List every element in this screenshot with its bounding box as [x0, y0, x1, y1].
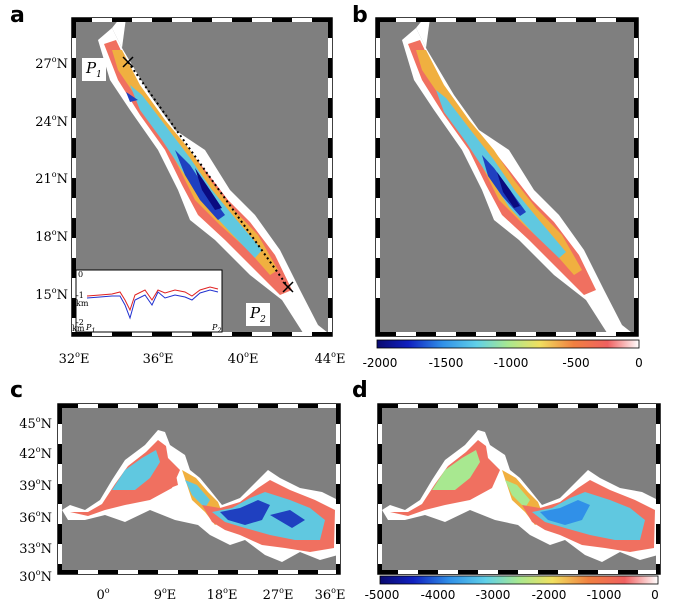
inset-bottom-left: km: [72, 324, 85, 333]
panel-label-a: a: [10, 3, 25, 28]
lon-tick-a-40: 40oE: [227, 350, 259, 367]
panel-b-map: [375, 17, 640, 349]
panel-d-map: [377, 403, 661, 585]
cb-red-sea-tick-0: -2000: [362, 356, 398, 370]
cb-red-sea-tick-3: -500: [562, 356, 590, 370]
depth-profile-inset: [75, 269, 223, 333]
point-p1-label: P1: [82, 58, 106, 81]
lon-tick-a-32: 32oE: [58, 350, 90, 367]
inset-yunit: km: [76, 299, 89, 308]
inset-ytick-0: 0: [78, 270, 84, 279]
cb-red-sea-tick-4: 0: [635, 356, 643, 370]
lat-tick-a-24: 24oN: [35, 113, 68, 130]
inset-ytick-2: -2: [76, 318, 84, 327]
lon-tick-c-18: 18oE: [206, 586, 238, 603]
lat-tick-a-18: 18oN: [35, 228, 68, 245]
lon-tick-c-9: 9oE: [153, 586, 177, 603]
lat-tick-c-30: 30oN: [19, 568, 52, 585]
cb-red-sea-tick-1: -1500: [428, 356, 464, 370]
inset-xstart: P1: [86, 323, 96, 335]
lat-tick-c-39: 39oN: [19, 477, 52, 494]
point-p1-marker: [122, 56, 134, 68]
cb-red-sea-tick-2: -1000: [493, 356, 529, 370]
point-p2-label: P2: [246, 303, 270, 326]
lon-tick-a-44: 44oE: [314, 350, 346, 367]
colorbar-mediterranean: [379, 575, 659, 585]
lat-tick-c-42: 42oN: [19, 445, 52, 462]
lat-tick-a-15: 15oN: [35, 286, 68, 303]
panel-a-map: [71, 17, 333, 337]
inset-xend: P2: [212, 323, 222, 335]
cb-med-tick-3: -2000: [531, 588, 567, 602]
cb-med-tick-4: -1000: [586, 588, 622, 602]
inset-ytick-1: -1: [76, 291, 84, 300]
cb-med-tick-0: -5000: [364, 588, 400, 602]
cb-med-tick-2: -3000: [475, 588, 511, 602]
lat-tick-a-21: 21oN: [35, 170, 68, 187]
lon-tick-c-0: 0o: [96, 586, 110, 603]
lon-tick-c-27: 27oE: [262, 586, 294, 603]
colorbar-red-sea: [376, 339, 640, 349]
lat-tick-c-45: 45oN: [19, 415, 52, 432]
lat-tick-c-36: 36oN: [19, 509, 52, 526]
lat-tick-c-33: 33oN: [19, 540, 52, 557]
lon-tick-c-36: 36oE: [314, 586, 346, 603]
cb-med-tick-5: 0: [651, 588, 659, 602]
lat-tick-a-27: 27oN: [35, 55, 68, 72]
panel-label-d: d: [352, 378, 368, 403]
panel-label-c: c: [10, 378, 24, 403]
point-p2-marker: [282, 281, 294, 293]
transect-line: [127, 61, 289, 288]
lon-tick-a-36: 36oE: [142, 350, 174, 367]
panel-c-map: [57, 403, 341, 575]
panel-label-b: b: [352, 3, 368, 28]
cb-med-tick-1: -4000: [420, 588, 456, 602]
